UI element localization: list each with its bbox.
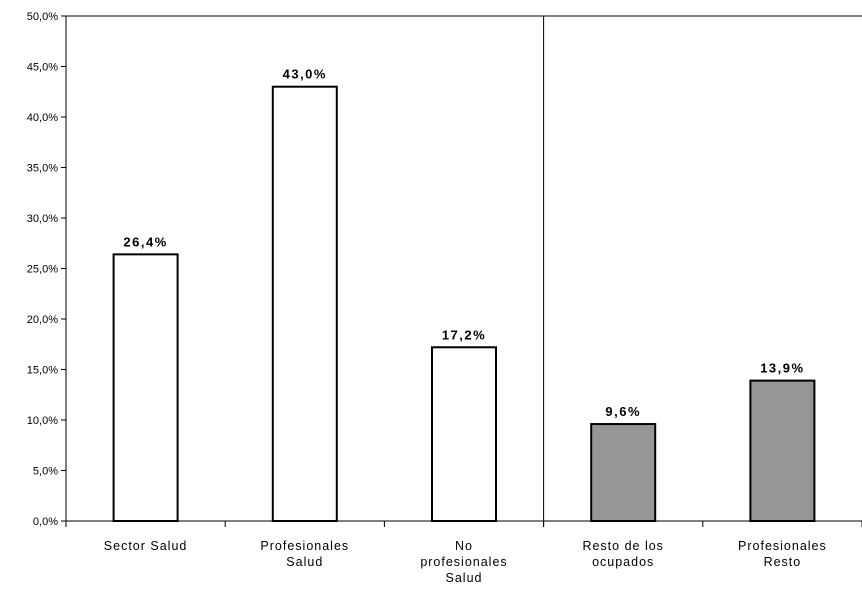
- y-tick-label: 25,0%: [27, 264, 58, 276]
- y-tick-label: 15,0%: [27, 365, 58, 377]
- x-category-label: Salud: [446, 571, 483, 585]
- y-tick-label: 50,0%: [27, 11, 58, 23]
- y-tick-label: 10,0%: [27, 415, 58, 427]
- x-category-label: No: [455, 539, 473, 553]
- bar: [112, 253, 179, 523]
- data-labels: 26,4% 43,0% 17,2% 9,6% 13,9%: [123, 67, 804, 419]
- y-tick-label: 45,0%: [27, 62, 58, 74]
- data-label: 43,0%: [283, 67, 327, 82]
- x-category-label: Profesionales: [260, 539, 349, 553]
- y-tick-label: 30,0%: [27, 213, 58, 225]
- y-tick-label: 0,0%: [33, 516, 58, 528]
- x-category-label: Salud: [286, 555, 323, 569]
- y-tick-label: 5,0%: [33, 466, 58, 478]
- category-labels: Sector Salud Profesionales Salud No profesio…: [104, 539, 827, 585]
- x-category-label: Sector Salud: [104, 539, 188, 553]
- x-category-label: Resto de los: [582, 539, 663, 553]
- data-label: 13,9%: [760, 361, 804, 376]
- y-tick-label: 40,0%: [27, 112, 58, 124]
- x-category-label: Resto: [764, 555, 802, 569]
- chart-bars: [112, 85, 816, 523]
- data-label: 9,6%: [605, 404, 641, 419]
- bar: [749, 379, 816, 522]
- data-label: 26,4%: [123, 234, 167, 249]
- bar: [431, 346, 497, 522]
- bar: [271, 85, 338, 522]
- x-category-label: Profesionales: [738, 539, 827, 553]
- x-category-label: ocupados: [592, 555, 654, 569]
- y-tick-label: 35,0%: [27, 163, 58, 175]
- bar: [590, 423, 657, 523]
- data-label: 17,2%: [442, 327, 486, 342]
- y-tick-label: 20,0%: [27, 314, 58, 326]
- x-category-label: profesionales: [420, 555, 507, 569]
- y-axis-ticks: 0,0% 5,0% 10,0% 15,0% 20,0% 25,0% 30,0% 35,0% 40…: [27, 11, 66, 528]
